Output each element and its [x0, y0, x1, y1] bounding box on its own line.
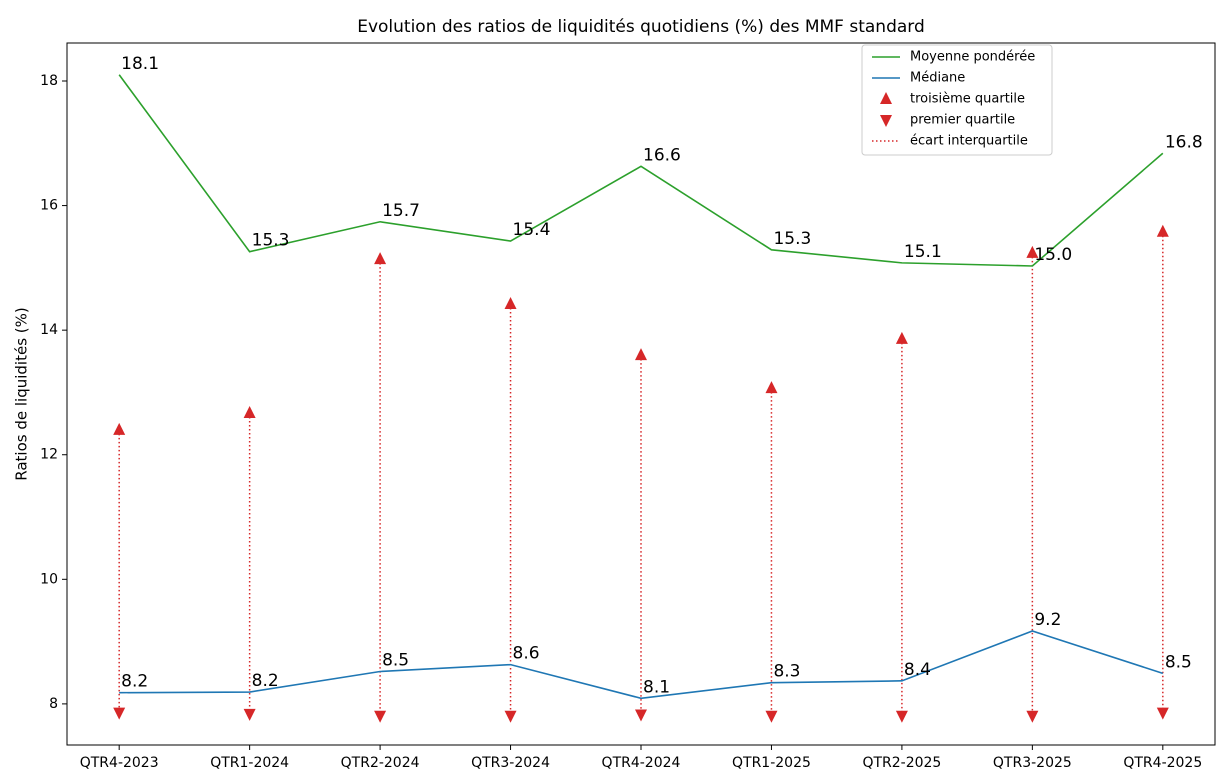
quartile-marker: [1026, 245, 1039, 258]
quartile-marker: [1026, 710, 1039, 723]
data-label: 8.2: [121, 672, 148, 692]
y-tick-label: 12: [40, 447, 58, 463]
quartile-marker: [895, 710, 908, 723]
quartile-marker: [113, 422, 126, 435]
data-label: 8.3: [773, 662, 800, 682]
quartile-marker: [243, 708, 256, 721]
series-line: [118, 74, 1164, 267]
quartile-marker: [504, 710, 517, 723]
x-tick-label: QTR2-2024: [341, 755, 420, 771]
data-label: 8.2: [252, 671, 279, 691]
legend: Moyenne pondérée Médiane troisième quartil…: [861, 44, 1053, 156]
legend-swatch: [880, 92, 892, 104]
legend-swatch: [880, 115, 892, 127]
quartile-marker: [374, 710, 387, 723]
quartile-marker: [1156, 224, 1169, 237]
y-tick-label: 10: [40, 571, 58, 587]
y-tick-label: 8: [49, 696, 58, 712]
legend-label: Moyenne pondérée: [910, 50, 1035, 65]
x-tick-label: QTR4-2024: [602, 755, 681, 771]
x-tick-label: QTR4-2025: [1123, 755, 1202, 771]
quartile-marker: [895, 331, 908, 344]
data-label: 9.2: [1034, 610, 1061, 630]
quartile-marker: [1156, 707, 1169, 720]
legend-label: premier quartile: [910, 113, 1015, 128]
chart-title: Evolution des ratios de liquidités quoti…: [357, 17, 925, 37]
y-axis-label: Ratios de liquidités (%): [13, 307, 31, 480]
data-label: 15.4: [513, 220, 551, 240]
y-tick-label: 16: [40, 198, 58, 214]
data-label: 15.1: [904, 242, 942, 262]
legend-label: troisième quartile: [910, 92, 1025, 107]
quartile-marker: [113, 707, 126, 720]
data-label: 15.7: [382, 201, 420, 221]
quartile-marker: [504, 296, 517, 309]
legend-label: écart interquartile: [910, 134, 1028, 149]
data-label: 8.6: [513, 644, 540, 664]
data-label: 15.3: [252, 231, 290, 251]
legend-label: Médiane: [910, 71, 965, 86]
y-tick-label: 18: [40, 73, 58, 89]
x-tick-label: QTR1-2024: [210, 755, 289, 771]
data-label: 16.8: [1165, 132, 1203, 152]
quartile-marker: [765, 381, 778, 394]
x-tick-label: QTR1-2025: [732, 755, 811, 771]
data-label: 8.4: [904, 660, 931, 680]
data-label: 16.6: [643, 145, 681, 165]
quartile-marker: [635, 348, 647, 361]
x-tick-label: QTR2-2025: [862, 755, 941, 771]
data-label: 8.1: [643, 677, 670, 697]
data-label: 8.5: [382, 650, 409, 670]
y-tick-label: 14: [40, 322, 58, 338]
quartile-marker: [765, 710, 778, 723]
data-label: 18.1: [121, 54, 159, 74]
legend-box: [861, 44, 1053, 156]
data-label: 8.5: [1165, 652, 1192, 672]
x-tick-label: QTR4-2023: [80, 755, 159, 771]
quartile-marker: [635, 709, 647, 722]
quartile-marker: [374, 252, 387, 265]
data-label: 15.3: [773, 229, 811, 249]
x-tick-label: QTR3-2025: [993, 755, 1072, 771]
quartile-marker: [243, 405, 256, 418]
x-tick-label: QTR3-2024: [471, 755, 550, 771]
data-label: 15.0: [1034, 245, 1072, 265]
series-line: [119, 630, 1164, 700]
